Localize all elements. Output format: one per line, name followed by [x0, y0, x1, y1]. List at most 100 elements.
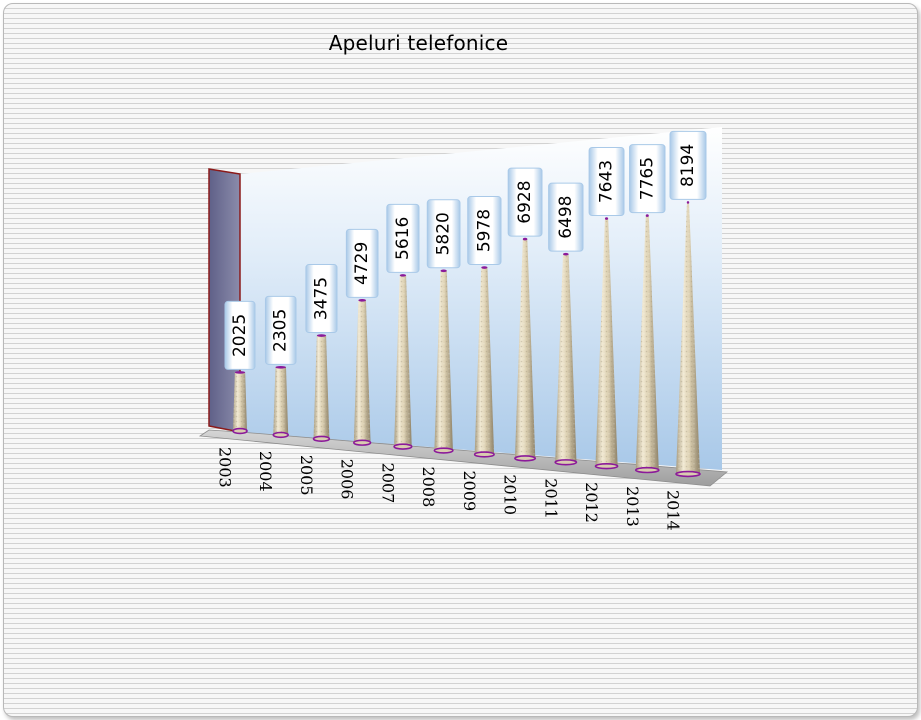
chart-title: Apeluri telefonice	[328, 31, 509, 55]
cone-base-rim	[594, 462, 619, 470]
data-label-box	[548, 182, 584, 252]
cone-bar	[312, 334, 331, 443]
category-axis: 2003 2004 2005 2006 2007 2008 2009 2010 2011 2012…	[216, 447, 683, 531]
data-label-text: 6928	[515, 180, 535, 223]
cone-texture	[394, 275, 412, 447]
category-tick-label: 2012	[582, 482, 601, 523]
data-label-text: 4729	[352, 242, 372, 285]
cone-base-rim	[353, 439, 372, 446]
data-label: 6928	[507, 167, 543, 237]
data-label: 6498	[548, 182, 584, 252]
category-tick-label: 2013	[623, 486, 642, 527]
cone-bar	[514, 237, 537, 462]
cone-texture	[474, 267, 495, 455]
cone-texture	[434, 270, 453, 451]
cone-texture	[676, 202, 700, 474]
category-tick-label: 2004	[256, 451, 275, 492]
cone-bar	[353, 299, 372, 446]
cone-bar	[473, 266, 495, 458]
cone-top-cap	[358, 299, 366, 302]
data-label: 7765	[629, 144, 666, 214]
cone-texture	[635, 215, 659, 471]
cone-top-cap	[275, 366, 286, 369]
cone-top-cap	[522, 237, 528, 241]
cone-bar	[232, 371, 248, 435]
cone-bar	[393, 274, 413, 450]
cone-top-cap	[604, 217, 609, 220]
data-label-box	[426, 199, 461, 269]
data-label-box	[224, 300, 256, 370]
cone-top-cap	[686, 201, 690, 204]
cone-base-rim	[312, 435, 331, 443]
data-label: 5978	[467, 196, 502, 266]
cone-top-cap	[645, 214, 649, 217]
data-label: 5616	[386, 203, 420, 273]
cone-base-rim	[473, 451, 495, 458]
cone-top-cap	[234, 371, 246, 374]
data-label-text: 7765	[637, 157, 657, 200]
data-label: 7643	[588, 147, 625, 217]
cone-texture	[555, 254, 577, 463]
cone-base-rim	[675, 470, 701, 478]
cone-base-rim	[514, 455, 537, 462]
category-tick-label: 2008	[419, 467, 438, 508]
data-label-box	[345, 228, 379, 298]
cone-texture	[353, 300, 371, 443]
data-label-text: 2305	[271, 309, 291, 352]
cone-base-rim	[393, 443, 413, 450]
cone-base-rim	[232, 427, 248, 435]
category-tick-label: 2003	[216, 447, 235, 488]
cone-texture	[313, 335, 330, 439]
data-label: 2025	[224, 300, 256, 370]
data-label: 2305	[264, 295, 297, 365]
category-tick-label: 2010	[501, 474, 520, 515]
data-label-text: 7643	[597, 160, 617, 203]
cone-bar	[272, 366, 289, 439]
cone-texture	[595, 218, 618, 467]
category-tick-label: 2011	[541, 478, 560, 519]
data-label-text: 5978	[474, 209, 494, 252]
data-label: 4729	[345, 228, 379, 298]
cone-bar	[675, 201, 701, 478]
data-label-box	[305, 264, 338, 334]
cone-base-rim	[433, 447, 454, 454]
cone-bar	[594, 217, 619, 470]
data-label-text: 5820	[434, 212, 454, 255]
cone-bar	[433, 269, 454, 454]
cone-texture	[233, 372, 247, 431]
data-label-text: 2025	[230, 314, 250, 357]
data-label-box	[588, 147, 625, 217]
data-label-box	[386, 203, 420, 273]
cone-top-cap	[481, 266, 488, 269]
cone-bar	[554, 252, 578, 466]
cone-series	[232, 201, 701, 478]
data-label-text: 3475	[311, 277, 331, 320]
cone-top-cap	[399, 274, 407, 277]
data-labels: 2025 2305 3475 4729 5616 5820 5978 6928 6498 7643…	[224, 130, 707, 370]
cone-bar	[634, 214, 660, 474]
cone-texture	[273, 367, 289, 435]
cone-texture	[514, 239, 536, 459]
data-label-box	[467, 196, 502, 266]
cone-base-rim	[272, 431, 289, 439]
data-label-text: 8194	[678, 144, 698, 187]
data-label: 5820	[426, 199, 461, 269]
category-tick-label: 2005	[297, 455, 316, 496]
data-label: 3475	[305, 264, 338, 334]
category-tick-label: 2014	[664, 490, 683, 531]
data-label-box	[507, 167, 543, 237]
cone-top-cap	[563, 252, 569, 256]
data-label-box	[629, 144, 666, 214]
category-tick-label: 2006	[338, 459, 357, 500]
category-tick-label: 2009	[460, 470, 479, 511]
data-label-box	[264, 295, 297, 365]
data-label-box	[669, 130, 707, 200]
cone-base-rim	[554, 459, 578, 466]
cone-top-cap	[440, 269, 447, 273]
data-label: 8194	[669, 130, 707, 200]
data-label-text: 6498	[556, 196, 576, 239]
cone-base-rim	[634, 466, 660, 474]
cone-top-cap	[316, 334, 327, 337]
data-label-text: 5616	[393, 217, 413, 260]
